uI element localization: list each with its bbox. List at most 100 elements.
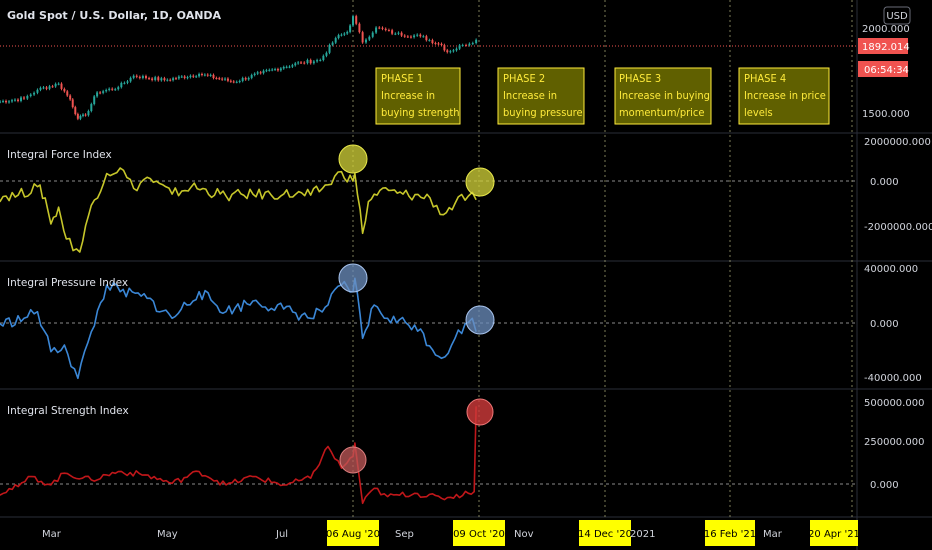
candle-body (29, 94, 32, 97)
candle-body (428, 40, 431, 42)
candle-body (279, 68, 282, 71)
candle-body (397, 32, 400, 34)
candle-body (177, 76, 180, 79)
force-tick-zero: 0.000 (870, 177, 899, 188)
candle-body (306, 59, 309, 64)
candle-body (416, 34, 419, 36)
candle-body (394, 33, 397, 35)
candle-body (259, 72, 262, 74)
currency-button[interactable] (883, 6, 911, 25)
candle-body (172, 78, 175, 81)
force-circle-oct (465, 167, 495, 197)
symbol-title: Gold Spot / U.S. Dollar, 1D, OANDA (7, 9, 222, 22)
candle-body (66, 91, 69, 96)
candle-body (69, 95, 72, 100)
candle-body (297, 62, 300, 64)
candle-body (253, 73, 256, 76)
phase-1-line-2: Increase in (381, 89, 435, 102)
candle-body (111, 88, 114, 90)
candle-body (349, 25, 352, 32)
candle-body (120, 83, 123, 88)
date-markers (352, 0, 853, 517)
candle-body (262, 70, 265, 74)
candle-body (319, 59, 322, 61)
candle-body (346, 31, 349, 34)
candle-body (452, 50, 455, 52)
countdown-tag (858, 61, 908, 77)
price-scale[interactable]: USD 2000.000 1500.000 1892.014 06:54:34 (858, 6, 911, 120)
candle-body (105, 89, 108, 92)
candle-body (316, 60, 319, 62)
phase-1-line-3: buying strength (381, 106, 460, 119)
candle-body (203, 74, 206, 76)
candle-body (375, 27, 378, 33)
countdown-value: 06:54:34 (864, 65, 909, 76)
candle-body (19, 97, 22, 101)
candle-body (443, 45, 446, 51)
candle-body (129, 77, 132, 82)
candle-body (36, 89, 39, 93)
phase-2-line-2: Increase in (503, 89, 557, 102)
force-circle-aug (338, 144, 368, 174)
highlight-circles (338, 144, 495, 474)
candle-body (11, 100, 14, 102)
candle-body (99, 92, 102, 94)
candle-body (221, 78, 224, 80)
candle-body (17, 99, 20, 101)
time-label-2021: 2021 (630, 529, 655, 540)
candle-body (244, 78, 247, 80)
candle-body (117, 87, 120, 90)
candle-body (282, 67, 285, 69)
date-highlight-09-oct (453, 520, 505, 546)
candle-body (76, 114, 79, 119)
candle-body (422, 36, 425, 38)
candle-body (440, 43, 443, 46)
phase-3-line-1: PHASE 3 (619, 72, 661, 85)
candle-body (33, 92, 36, 95)
candle-body (355, 16, 358, 24)
candle-body (151, 78, 154, 81)
candle-body (206, 74, 209, 76)
phase-2-line-3: buying pressure (503, 106, 583, 119)
candle-body (138, 76, 141, 78)
candle-body (60, 83, 63, 89)
candle-body (406, 36, 409, 38)
candle-body (368, 36, 371, 40)
time-axis[interactable]: Mar May Jul Sep Nov 2021 Mar 06 Aug '20 … (42, 520, 860, 546)
candle-body (57, 83, 60, 85)
strength-tick-zero: 0.000 (870, 480, 899, 491)
candle-body (446, 50, 449, 53)
candle-body (157, 77, 160, 81)
indicator-scales[interactable]: 2000000.000 0.000 -2000000.000 40000.000… (864, 137, 932, 491)
candle-body (180, 76, 183, 78)
force-index-line (0, 167, 477, 253)
candle-body (449, 51, 452, 53)
pressure-index-line (0, 277, 477, 380)
date-label-16-feb: 16 Feb '21 (704, 529, 756, 540)
candle-body (291, 65, 294, 67)
candle-body (361, 32, 364, 43)
candle-body (328, 44, 331, 53)
candle-body (343, 33, 346, 35)
candle-body (8, 101, 11, 103)
candle-body (425, 36, 428, 41)
candle-body (241, 78, 244, 81)
strength-tick-top: 500000.000 (864, 398, 924, 409)
date-highlight-20-apr (810, 520, 858, 546)
candle-body (352, 16, 354, 26)
candle-body (5, 100, 8, 103)
candle-body (96, 92, 99, 97)
strength-tick-mid: 250000.000 (864, 437, 924, 448)
candle-body (285, 66, 288, 68)
candle-body (309, 59, 312, 64)
phase-2-line-1: PHASE 2 (503, 72, 545, 85)
candle-body (144, 76, 147, 79)
candle-body (93, 96, 96, 105)
candle-body (358, 23, 361, 33)
pane-title-strength: Integral Strength Index (7, 405, 129, 417)
candle-body (154, 77, 157, 81)
strength-circle-aug (339, 446, 367, 474)
candle-body (300, 62, 303, 64)
